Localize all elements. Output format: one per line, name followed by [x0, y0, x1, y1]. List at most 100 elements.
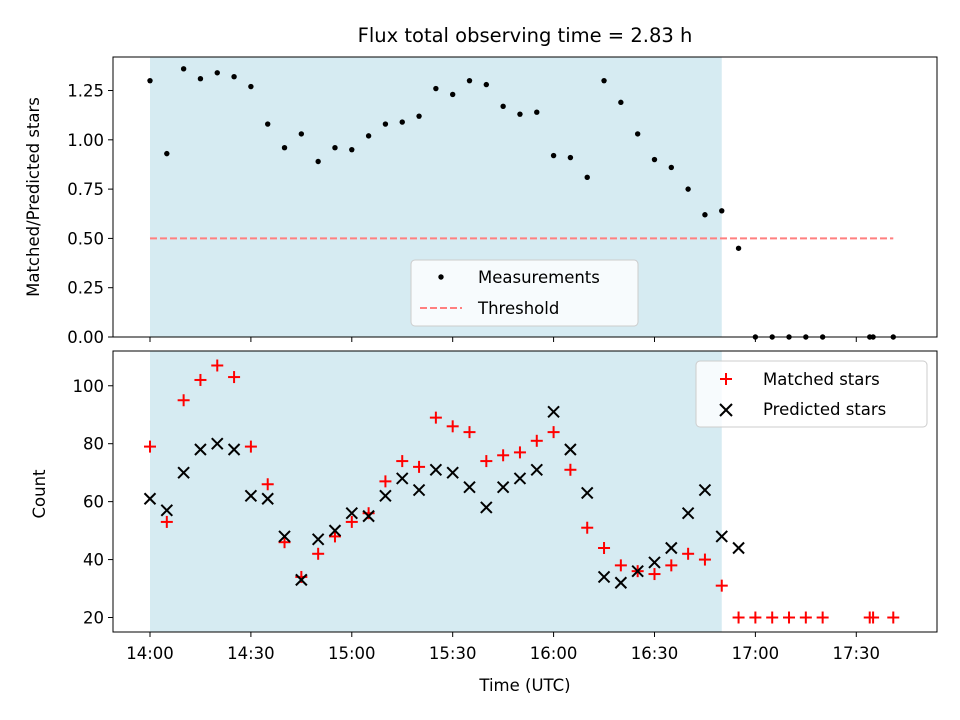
legend-predicted-marker — [719, 403, 733, 417]
predicted-stars-point — [513, 472, 527, 485]
measurements-point — [466, 77, 473, 84]
bottom-y-tick-label: 40 — [83, 551, 104, 570]
top-legend: Measurements Threshold — [410, 259, 639, 327]
predicted-stars-point — [463, 480, 476, 494]
measurements-point — [517, 111, 523, 117]
predicted-stars-point — [681, 507, 695, 520]
predicted-stars-point — [614, 576, 628, 589]
top-panel: Flux total observing time = 2.83 h 0.00 0… — [24, 24, 938, 347]
predicted-stars-point — [631, 564, 644, 578]
legend-predicted-label: Predicted stars — [763, 400, 886, 419]
predicted-stars-point — [429, 463, 443, 476]
top-legend-box — [410, 259, 639, 327]
top-axes-frame — [112, 56, 938, 338]
measurements-point — [719, 208, 725, 214]
matched-stars-point — [160, 515, 173, 528]
measurements-point — [231, 74, 237, 80]
matched-stars-point — [547, 426, 560, 439]
matched-stars-point — [867, 611, 880, 624]
predicted-stars-point — [211, 437, 224, 450]
top-y-tick-label: 1.00 — [67, 131, 104, 150]
measurements-point — [349, 146, 355, 153]
predicted-stars-point — [496, 480, 510, 494]
top-y-tick-label: 0.25 — [67, 279, 104, 298]
bottom-shaded-region — [149, 351, 722, 632]
measurements-point — [164, 150, 170, 157]
matched-stars-point — [345, 515, 358, 528]
measurements-point — [180, 66, 187, 72]
bottom-y-axis-label: Count — [30, 469, 49, 519]
predicted-stars-point — [194, 443, 207, 456]
bottom-panel: 20 40 60 80 100 14:00 14:30 15:00 15:30 16:00 16:3… — [30, 350, 938, 695]
matched-stars-point — [698, 553, 711, 566]
bottom-legend-box — [695, 360, 928, 428]
predicted-stars-point — [412, 483, 426, 497]
matched-stars-point — [665, 559, 678, 572]
matched-stars-point — [244, 440, 257, 453]
matched-stars-point — [648, 568, 661, 581]
measurements-point — [214, 70, 220, 76]
measurements-point — [332, 145, 338, 151]
measurements-point — [634, 131, 641, 137]
measurements-point — [601, 77, 607, 84]
measurements-point — [702, 212, 708, 218]
measurements-point — [281, 145, 288, 151]
legend-measurements-marker — [438, 274, 444, 280]
measurements-point — [618, 99, 624, 106]
measurements-point — [483, 81, 490, 88]
matched-stars-point — [564, 463, 577, 476]
bottom-legend: Matched stars Predicted stars — [695, 360, 928, 428]
legend-matched-label: Matched stars — [763, 370, 880, 389]
x-tick-label: 16:30 — [631, 644, 679, 663]
measurements-point — [315, 158, 321, 165]
predicted-stars-point — [446, 466, 459, 479]
matched-stars-point — [228, 371, 241, 384]
measurements-point — [550, 152, 557, 159]
matched-stars-point — [261, 478, 274, 491]
measurements-point — [668, 164, 675, 171]
measurements-point — [735, 245, 742, 251]
matched-stars-point — [429, 411, 442, 424]
matched-stars-point — [766, 611, 779, 624]
matched-stars-point — [581, 521, 594, 534]
matched-stars-point — [887, 611, 900, 624]
predicted-stars-point — [396, 472, 409, 485]
legend-threshold-label: Threshold — [477, 299, 559, 318]
predicted-stars-point — [160, 504, 174, 517]
matched-stars-point — [816, 611, 829, 624]
predicted-stars-point — [177, 466, 190, 479]
measurements-point — [265, 121, 271, 127]
matched-stars-point — [513, 446, 526, 459]
predicted-stars-point — [328, 524, 342, 537]
matched-stars-point — [312, 547, 325, 560]
matched-stars-point — [682, 547, 695, 560]
measurements-point — [399, 119, 405, 125]
predicted-stars-point — [227, 443, 241, 456]
x-tick-label: 15:30 — [429, 644, 477, 663]
predicted-stars-point — [379, 489, 392, 503]
predicted-stars-point — [362, 509, 375, 523]
matched-stars-point — [715, 579, 728, 592]
x-tick-label: 15:00 — [328, 644, 376, 663]
predicted-stars-point — [597, 570, 611, 584]
predicted-stars-point — [480, 501, 493, 514]
matched-stars-point — [211, 359, 224, 372]
x-tick-label: 17:30 — [833, 644, 881, 663]
top-y-axis-label: Matched/Predicted stars — [24, 97, 43, 297]
measurements-point — [248, 83, 254, 90]
predicted-stars-point — [530, 463, 543, 476]
bottom-y-tick-label: 100 — [73, 377, 105, 396]
matched-stars-point — [379, 475, 392, 488]
predicted-stars-point — [698, 483, 712, 497]
top-y-tick-label: 1.25 — [67, 82, 104, 101]
measurements-point — [382, 121, 389, 127]
matched-stars-point — [749, 611, 762, 624]
legend-measurements-label: Measurements — [478, 268, 600, 287]
matched-stars-point — [799, 611, 812, 624]
predicted-stars-point — [311, 533, 325, 546]
measurements-point — [147, 77, 153, 84]
bottom-y-tick-label: 80 — [83, 435, 104, 454]
measurements-point — [534, 109, 540, 115]
matched-stars-point — [783, 611, 796, 624]
